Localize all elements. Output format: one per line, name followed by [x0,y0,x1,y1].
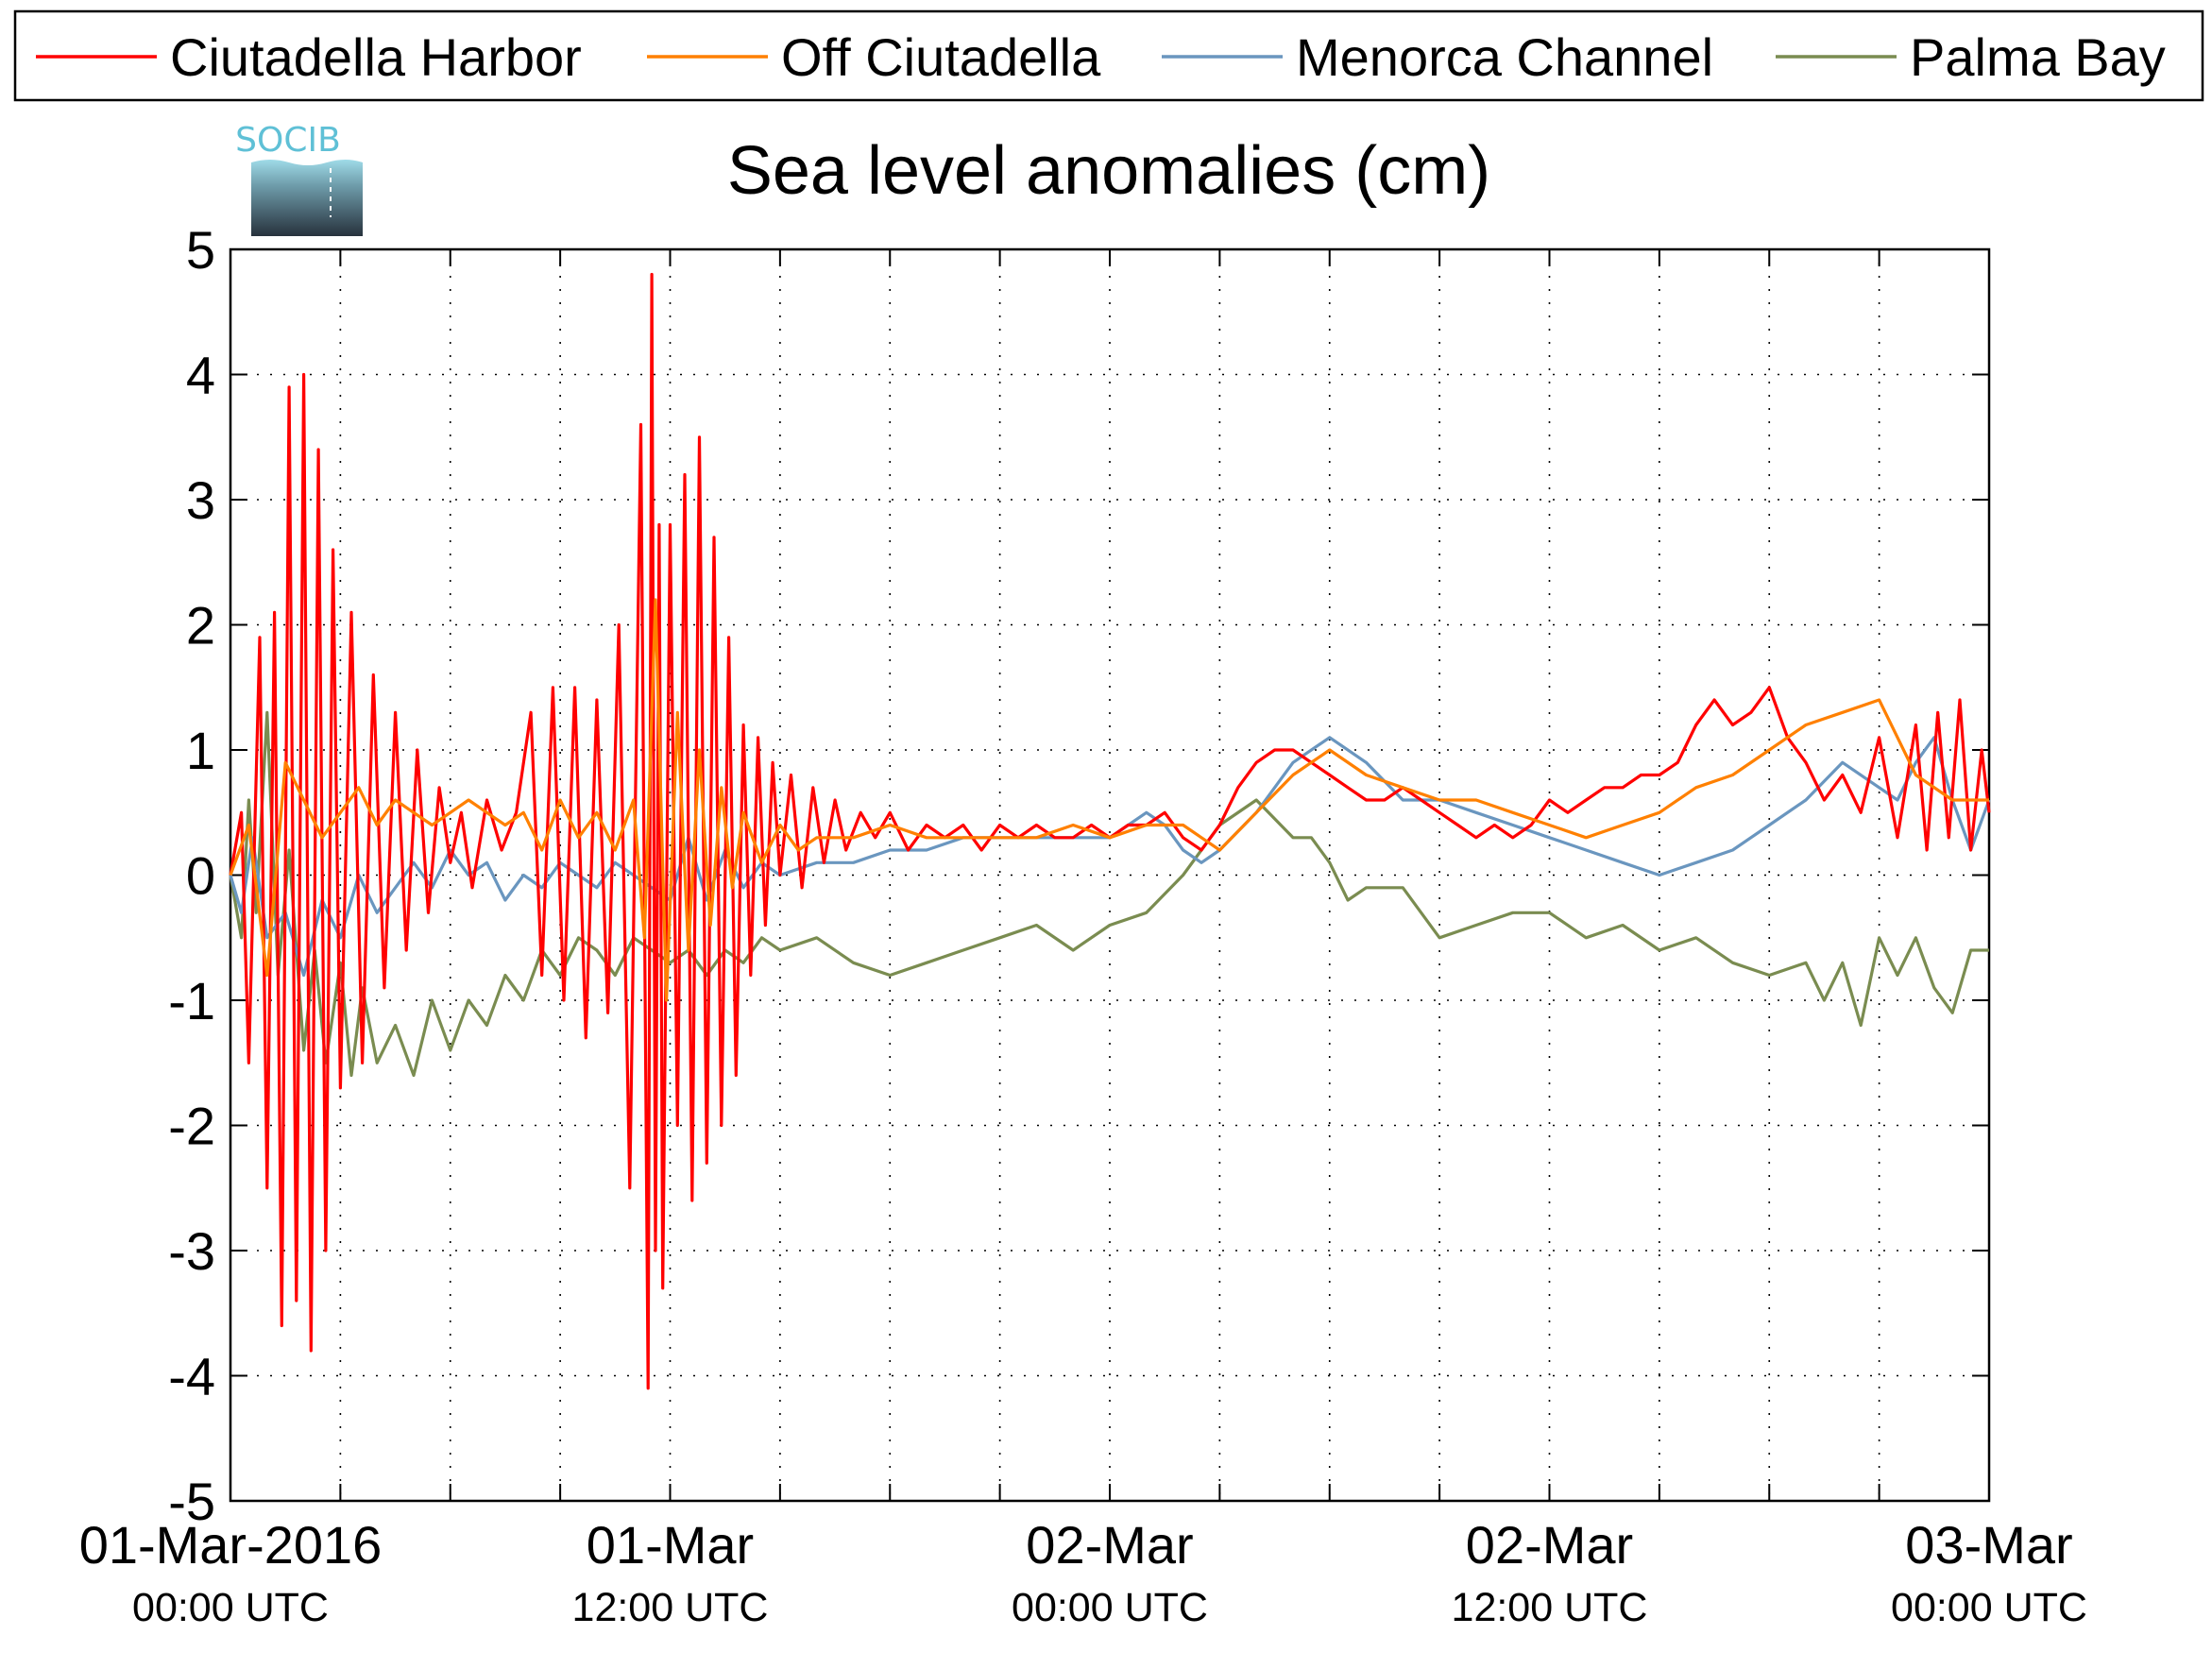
x-tick-label-time: 00:00 UTC [1891,1585,2087,1630]
y-tick-label: 2 [186,596,215,656]
y-tick-label: -5 [168,1472,215,1531]
socib-logo: SOCIB [235,121,363,236]
chart-title: Sea level anomalies (cm) [727,133,1490,209]
x-tick-label-time: 12:00 UTC [1452,1585,1648,1630]
legend-label: Menorca Channel [1296,27,1713,87]
logo-text: SOCIB [235,121,341,160]
series-line-off-ciutadella [229,598,1989,1002]
y-tick-label: 1 [186,721,215,780]
series-line-palma-bay [229,710,1989,1078]
x-tick-label-date: 01-Mar-2016 [79,1515,383,1575]
x-tick-label-time: 00:00 UTC [1012,1585,1208,1630]
logo-wave-icon [251,160,363,236]
x-axis: 01-Mar-2016 00:00 UTC 01-Mar 12:00 UTC 02-Ma… [79,249,2087,1630]
y-tick-label: 5 [186,220,215,280]
x-tick-label-time: 00:00 UTC [132,1585,329,1630]
legend-label: Ciutadella Harbor [170,27,582,87]
series-layer [229,272,1991,1390]
y-tick-label: 4 [186,346,215,405]
x-tick-label-date: 03-Mar [1905,1515,2072,1575]
x-tick-label-time: 12:00 UTC [572,1585,769,1630]
y-tick-label: -4 [168,1347,215,1406]
legend: Ciutadella Harbor Off Ciutadella Menorca C… [13,9,2204,102]
y-tick-label: 3 [186,470,215,530]
series-line-ciutadella-harbor [229,272,1991,1390]
x-tick-label-date: 02-Mar [1466,1515,1633,1575]
y-tick-label: -2 [168,1097,215,1156]
y-tick-label: -1 [168,971,215,1030]
y-axis: -5 -4 -3 -2 -1 0 1 2 3 4 5 [168,220,1989,1531]
x-tick-label-date: 01-Mar [587,1515,754,1575]
y-tick-label: 0 [186,846,215,906]
legend-label: Off Ciutadella [781,27,1101,87]
y-tick-label: -3 [168,1221,215,1281]
x-tick-label-date: 02-Mar [1026,1515,1193,1575]
legend-label: Palma Bay [1910,27,2166,87]
